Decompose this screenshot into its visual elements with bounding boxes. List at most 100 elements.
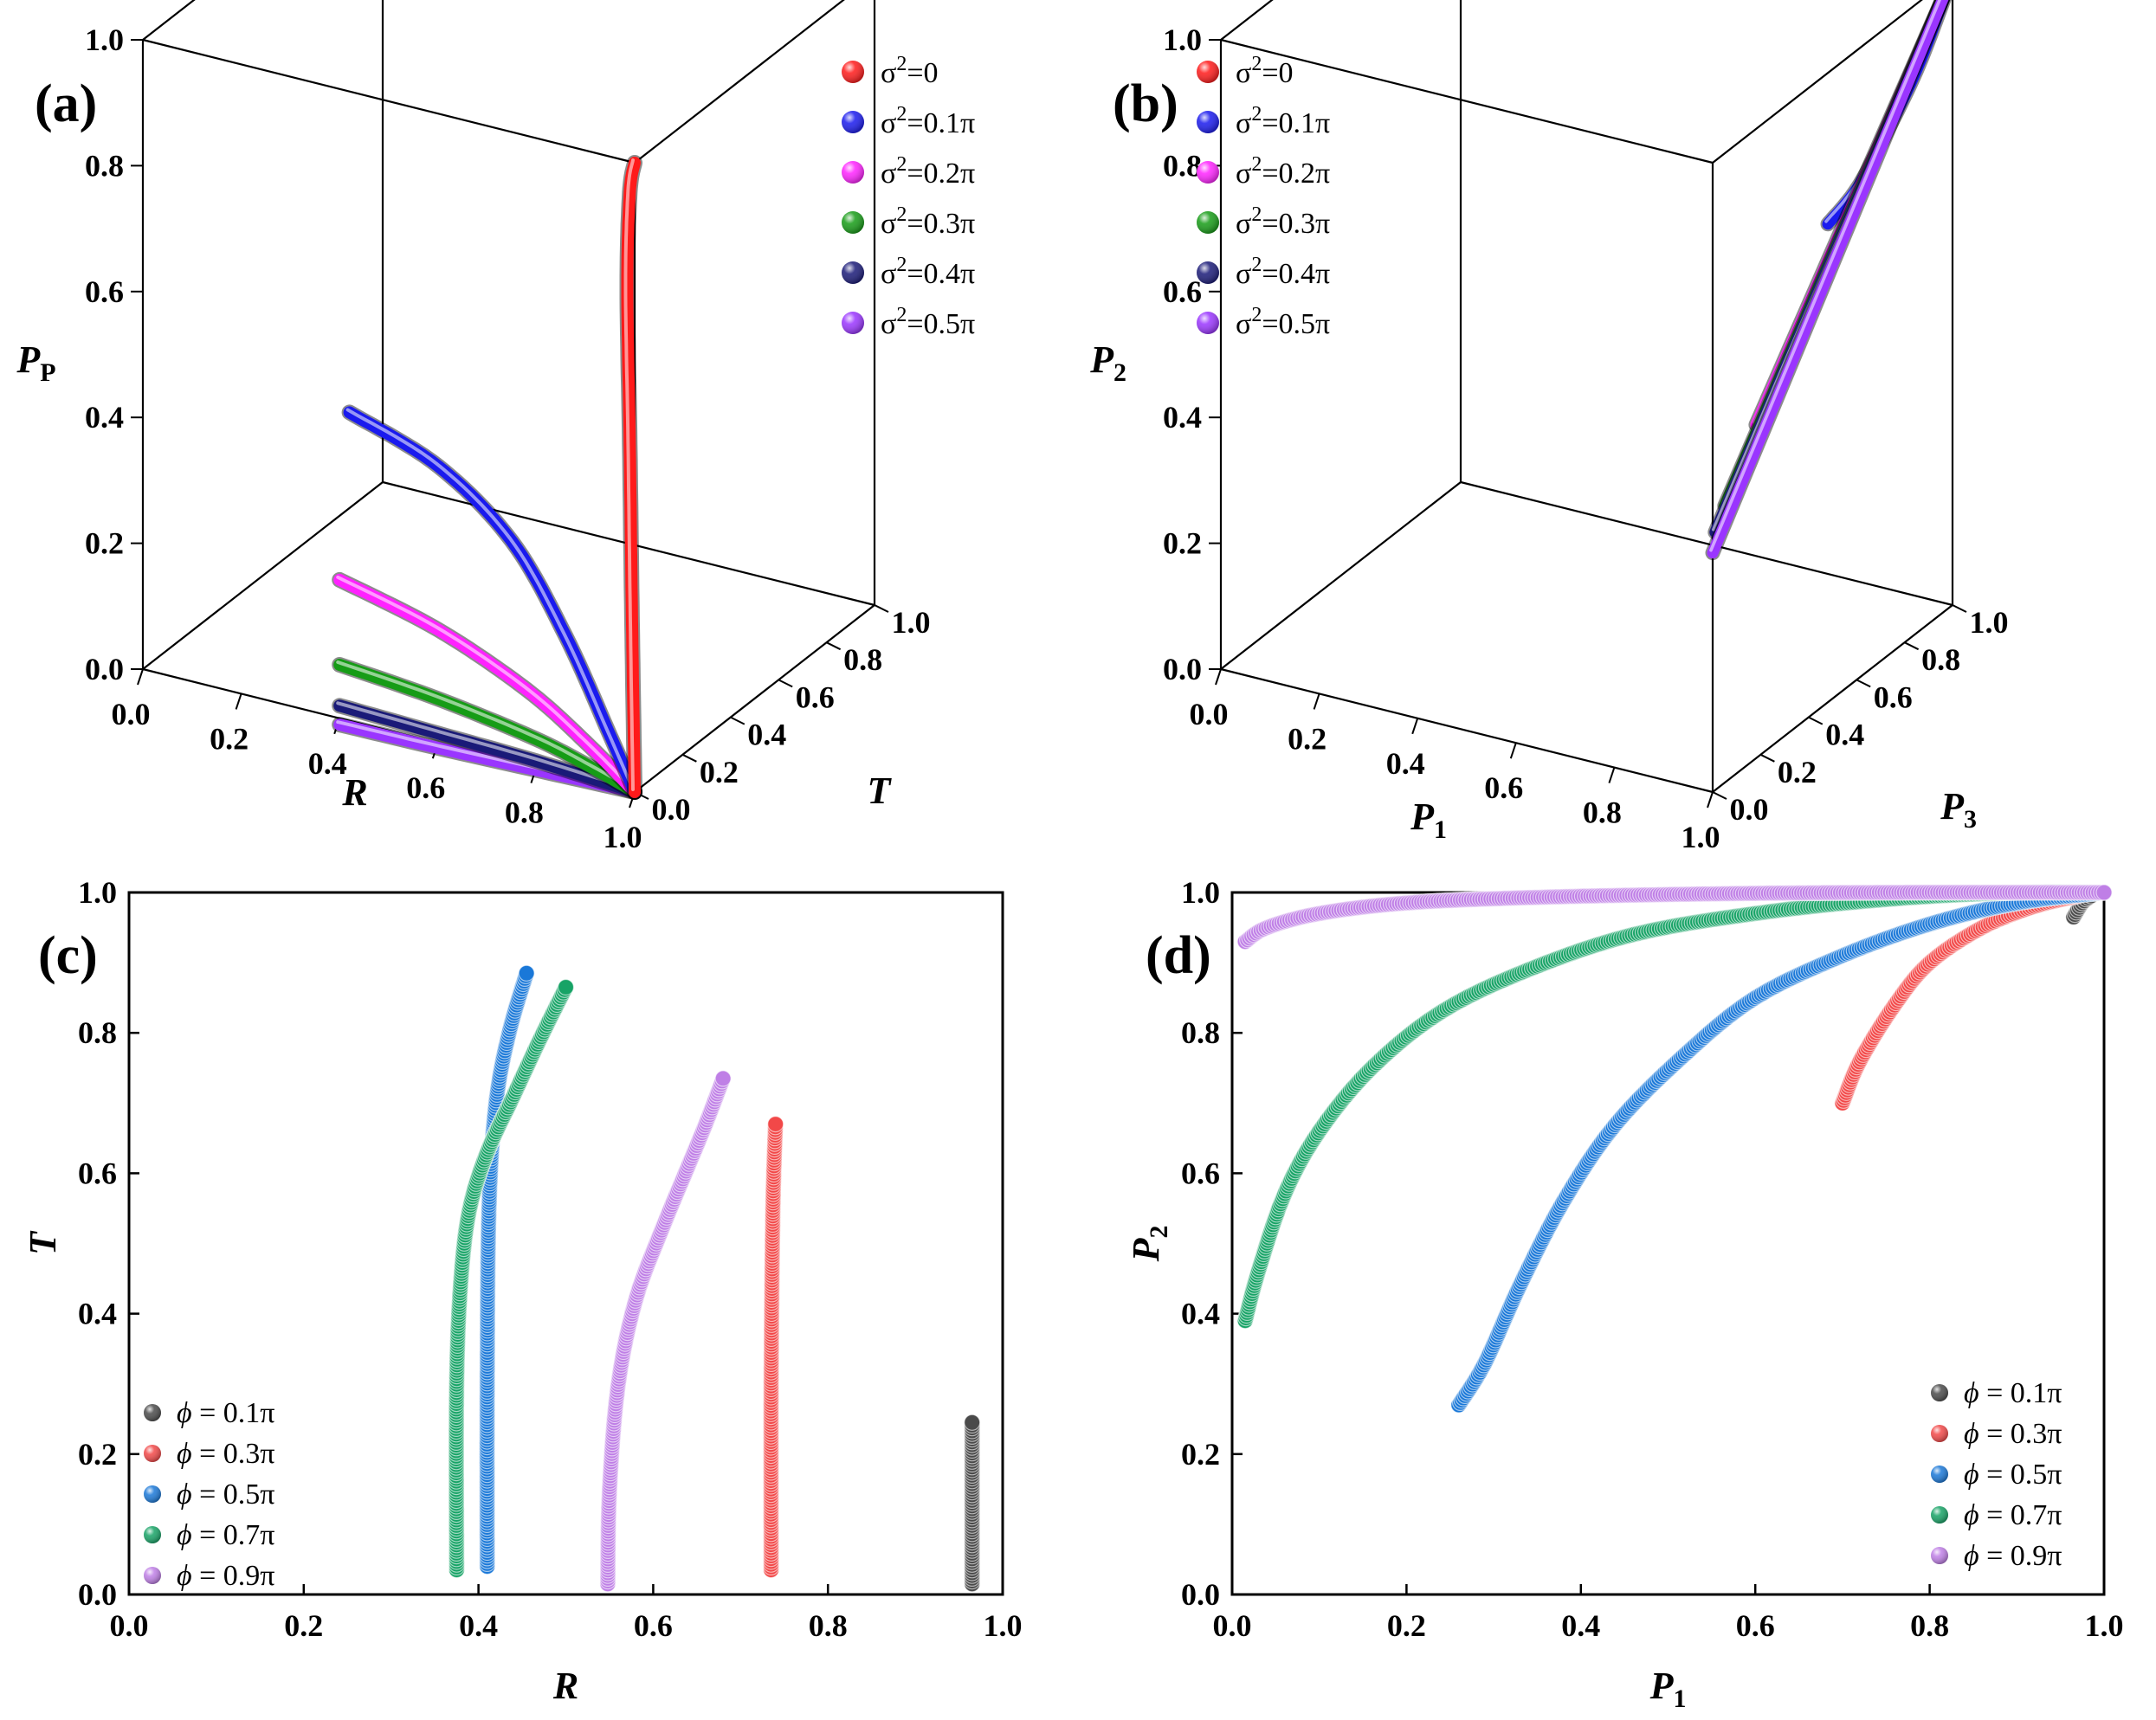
x-tick-label: 0.2 <box>284 1608 323 1643</box>
legend-marker <box>144 1404 161 1421</box>
x-tick-label: 0.4 <box>1561 1608 1600 1643</box>
legend-label-base: σ <box>881 158 896 190</box>
z-axis-label-base: P <box>16 338 41 381</box>
scatter-point <box>557 978 575 996</box>
legend-marker-shade <box>842 261 864 284</box>
series-1 <box>341 404 642 800</box>
series-5 <box>1705 0 1951 561</box>
x-tick-label: 0.2 <box>1387 1608 1426 1643</box>
legend-label-exp: 2 <box>1251 304 1262 326</box>
legend-label-exp: 2 <box>1251 103 1262 126</box>
legend-label-rest: =0 <box>1262 57 1293 89</box>
series-tube-highlight <box>336 701 635 791</box>
x-tick-label: 1.0 <box>2085 1608 2124 1643</box>
legend-label-base: σ <box>1236 208 1251 240</box>
legend-marker-shade <box>842 312 864 334</box>
x-tick <box>1215 668 1222 686</box>
legend-marker <box>1197 261 1219 284</box>
legend-label: σ2=0 <box>881 53 939 89</box>
z-tick-label: 0.0 <box>85 652 124 686</box>
y-tick <box>826 641 842 651</box>
series-tube <box>1707 0 1949 559</box>
x-axis-label-sub: 1 <box>1434 815 1447 844</box>
y-tick <box>778 679 793 688</box>
y-tick-label: 0.6 <box>796 680 835 714</box>
legend-marker <box>144 1526 161 1543</box>
legend-marker <box>144 1445 161 1462</box>
x-tick-label: 0.6 <box>406 770 445 805</box>
y-tick-label: 0.2 <box>700 755 739 789</box>
y-axis-label: T <box>22 1230 64 1255</box>
y-tick-label: 0.2 <box>1181 1437 1220 1472</box>
legend-marker <box>1931 1506 1948 1524</box>
x-axis-label-sub: 1 <box>1673 1685 1686 1713</box>
box-edge <box>142 0 196 41</box>
y-axis-label-base: T <box>868 770 893 812</box>
series-2 <box>1450 884 2113 1414</box>
y-tick-label: 0.8 <box>843 642 882 677</box>
x-tick-label: 0.0 <box>112 697 151 731</box>
z-axis-label: PP <box>16 338 55 387</box>
legend-label-rest: =0 <box>907 57 938 89</box>
y-tick-label: 0.4 <box>1825 718 1864 752</box>
panel-label: (d) <box>1146 926 1211 985</box>
y-tick-label: 0.2 <box>78 1437 117 1472</box>
x-tick-label: 1.0 <box>984 1608 1023 1643</box>
legend-marker-shade <box>842 61 864 83</box>
panel-label: (b) <box>1113 74 1178 133</box>
legend-marker <box>842 161 864 184</box>
legend-marker-shade <box>1931 1425 1948 1442</box>
legend-label: σ2=0 <box>1236 53 1294 89</box>
series-3 <box>1236 883 2113 1330</box>
legend-label-rest: =0.3π <box>907 208 975 240</box>
legend-label-exp: 2 <box>1251 53 1262 75</box>
legend-label: σ2=0.5π <box>1236 304 1330 340</box>
x-axis-label-base: R <box>552 1665 578 1707</box>
x-tick-label: 0.4 <box>459 1608 498 1643</box>
z-axis-label-base: P <box>1089 338 1114 381</box>
x-tick-label: 0.8 <box>1910 1608 1949 1643</box>
x-tick <box>1313 693 1320 710</box>
legend-label-base: σ <box>881 308 896 340</box>
z-tick-label: 0.0 <box>1163 652 1202 686</box>
legend-label-exp: 2 <box>896 304 907 326</box>
legend-marker-shade <box>144 1485 161 1503</box>
series-tube-highlight <box>336 660 635 791</box>
y-tick-label: 0.0 <box>1181 1577 1220 1612</box>
legend-label-sym: ϕ <box>177 1560 192 1592</box>
legend-label: ϕ = 0.1π <box>1964 1377 2062 1409</box>
legend-label: σ2=0.4π <box>881 254 975 290</box>
legend-marker-shade <box>1931 1506 1948 1524</box>
y-tick-label: 1.0 <box>1181 875 1220 910</box>
box-edge <box>1712 0 1923 164</box>
legend-label-rest: =0.5π <box>907 308 975 340</box>
legend-marker <box>842 312 864 334</box>
legend-label-sym: ϕ <box>1964 1377 1979 1409</box>
legend-marker-shade <box>1197 211 1219 234</box>
y-tick-label: 0.8 <box>1181 1015 1220 1050</box>
series-tube-highlight <box>336 575 635 791</box>
series-0 <box>964 1414 981 1593</box>
legend-label-sym: ϕ <box>177 1397 192 1429</box>
x-tick-label: 0.4 <box>1386 746 1425 781</box>
box-edge <box>1220 38 1714 164</box>
legend-label-rest: = 0.3π <box>192 1438 275 1470</box>
legend-label-exp: 2 <box>1251 153 1262 176</box>
legend-marker-shade <box>1931 1384 1948 1401</box>
legend-label: ϕ = 0.9π <box>1964 1540 2062 1572</box>
series-0 <box>619 155 642 800</box>
legend-marker <box>144 1567 161 1584</box>
x-tick-label: 0.0 <box>1213 1608 1252 1643</box>
z-axis-label-sub: P <box>40 358 55 387</box>
legend-label-rest: =0.3π <box>1262 208 1330 240</box>
box-edge <box>1220 667 1714 794</box>
legend-label-rest: = 0.7π <box>1979 1499 2062 1531</box>
y-tick-label: 0.6 <box>1874 680 1913 714</box>
panel-label: (c) <box>38 926 98 985</box>
legend-label: ϕ = 0.7π <box>177 1519 274 1551</box>
panel-d: 0.0 0.2 0.4 0.6 0.8 1.00.00.20.40.60.81.0P1P2… <box>1125 875 2124 1713</box>
legend-marker <box>842 261 864 284</box>
x-tick-label: 0.8 <box>1583 796 1622 830</box>
legend-label-exp: 2 <box>896 103 907 126</box>
box-edge <box>1460 480 1953 607</box>
